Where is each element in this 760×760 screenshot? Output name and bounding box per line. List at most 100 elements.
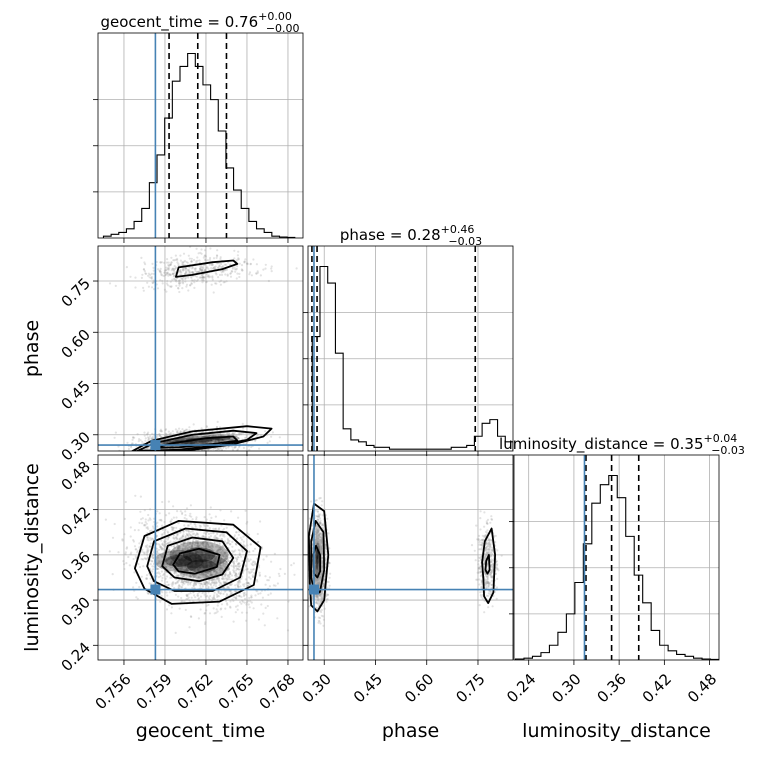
scatter-point (233, 596, 236, 599)
scatter-point (203, 559, 206, 562)
scatter-point (243, 597, 247, 601)
scatter-point (187, 562, 190, 565)
scatter-point (174, 271, 177, 274)
scatter-point (174, 570, 177, 573)
scatter-point (318, 581, 321, 584)
scatter-point (317, 535, 320, 538)
scatter-point (194, 533, 197, 537)
scatter-point (202, 541, 205, 544)
scatter-point (202, 276, 206, 279)
scatter-point (185, 563, 188, 567)
scatter-point (188, 575, 191, 578)
scatter-point (214, 265, 217, 268)
scatter-point (317, 565, 320, 568)
scatter-point (152, 568, 155, 571)
scatter-point (204, 612, 207, 615)
scatter-point (215, 573, 218, 576)
scatter-point (191, 539, 194, 543)
scatter-point (160, 456, 162, 458)
scatter-point (316, 553, 320, 556)
scatter-point (185, 554, 188, 557)
scatter-point (227, 567, 231, 570)
scatter-point (208, 258, 211, 261)
scatter-point (168, 455, 170, 457)
scatter-point (142, 558, 145, 561)
scatter-point (258, 447, 261, 450)
scatter-point (168, 591, 171, 594)
scatter-point (243, 261, 246, 264)
scatter-point (316, 537, 319, 540)
scatter-point (215, 556, 218, 559)
scatter-point (221, 265, 224, 269)
scatter-point (215, 527, 218, 530)
scatter-point (145, 550, 148, 553)
scatter-point (316, 542, 319, 546)
scatter-point (178, 549, 181, 552)
scatter-point (178, 281, 181, 284)
scatter-point (160, 430, 163, 433)
scatter-point (226, 568, 230, 571)
scatter-point (316, 569, 319, 572)
scatter-point (169, 263, 172, 266)
scatter-point (218, 262, 221, 265)
scatter-point (206, 575, 209, 578)
scatter-point (220, 552, 223, 555)
scatter-point (230, 270, 233, 273)
scatter-point (192, 552, 195, 556)
scatter-point (204, 553, 207, 556)
scatter-point (165, 434, 168, 437)
scatter-point (201, 273, 204, 276)
scatter-point (191, 586, 194, 590)
scatter-point (279, 567, 282, 571)
scatter-point (181, 512, 184, 516)
scatter-point (151, 432, 154, 435)
scatter-point (183, 437, 186, 440)
scatter-point (233, 446, 236, 449)
scatter-point (256, 271, 259, 274)
scatter-point (143, 270, 146, 273)
scatter-point (194, 563, 197, 566)
scatter-point (195, 562, 198, 565)
scatter-point (201, 535, 204, 538)
scatter-point (161, 533, 164, 536)
scatter-point (145, 577, 148, 581)
scatter-point (316, 558, 320, 561)
scatter-point (185, 580, 188, 583)
scatter-point (163, 261, 166, 264)
scatter-point (189, 559, 192, 562)
scatter-point (225, 280, 228, 283)
scatter-point (320, 572, 323, 575)
scatter-point (318, 541, 321, 544)
scatter-point (175, 526, 178, 530)
scatter-point (208, 438, 211, 441)
scatter-point (315, 558, 318, 562)
scatter-point (208, 546, 211, 549)
scatter-point (181, 561, 184, 564)
scatter-point (216, 537, 219, 540)
scatter-point (184, 547, 187, 550)
scatter-point (213, 542, 216, 545)
scatter-point (179, 563, 183, 566)
scatter-point (212, 549, 215, 552)
scatter-point (191, 565, 194, 568)
scatter-point (200, 550, 203, 554)
scatter-point (212, 438, 215, 441)
scatter-point (171, 430, 174, 433)
scatter-point (218, 581, 222, 585)
scatter-point (148, 582, 151, 585)
scatter-point (319, 576, 322, 579)
scatter-point (199, 268, 203, 271)
scatter-point (204, 558, 207, 561)
scatter-point (172, 555, 175, 558)
scatter-point (278, 436, 281, 439)
scatter-point (195, 441, 198, 444)
scatter-point (216, 537, 219, 541)
scatter-point (221, 434, 224, 437)
scatter-point (182, 542, 186, 545)
scatter-point (197, 578, 200, 581)
scatter-point (166, 542, 169, 545)
scatter-point (317, 562, 320, 565)
scatter-point (189, 559, 192, 562)
scatter-point (314, 541, 317, 544)
scatter-point (221, 544, 224, 547)
